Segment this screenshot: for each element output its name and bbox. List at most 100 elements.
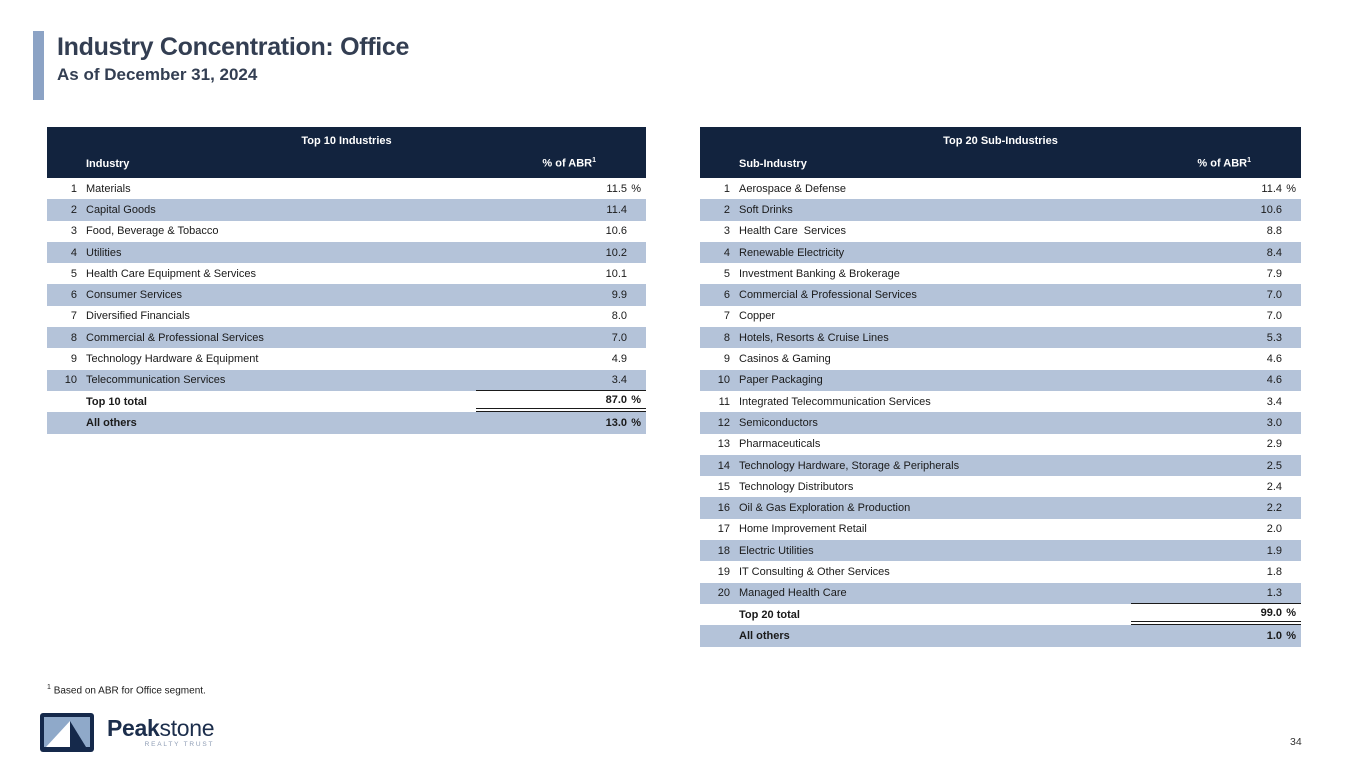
row-value: 99.0% xyxy=(1131,604,1301,626)
row-rank: 11 xyxy=(718,395,730,408)
page-subtitle: As of December 31, 2024 xyxy=(57,65,258,84)
table-row: 14 Technology Hardware, Storage & Periphe… xyxy=(700,454,1301,477)
row-value: 11.4 xyxy=(606,203,627,216)
row-label: Top 10 total xyxy=(86,395,147,408)
row-value: 8.0 xyxy=(611,310,627,323)
row-value: 7.0 xyxy=(1266,289,1282,302)
table-row: 2 Capital Goods 11.4 xyxy=(47,199,646,221)
percent-suffix: % xyxy=(1286,606,1296,619)
row-rank: 2 xyxy=(70,203,77,216)
table-row: All others 1.0% xyxy=(700,625,1301,647)
row-value: 2.0 xyxy=(1266,523,1282,536)
row-value: 3.4 xyxy=(476,370,646,391)
table-row: 9 Technology Hardware & Equipment 4.9 xyxy=(47,348,646,369)
row-value: 7.0 xyxy=(1266,310,1282,323)
table-row: 12 Semiconductors 3.0 xyxy=(700,412,1301,434)
row-label: Semiconductors xyxy=(739,416,818,429)
row-value: 7.9 xyxy=(1266,267,1282,280)
row-rank: 7 xyxy=(70,310,77,323)
row-value: 3.4 xyxy=(1266,395,1282,408)
row-rank: 8 xyxy=(723,331,730,344)
row-label: Consumer Services xyxy=(86,289,182,302)
row-value: 4.6 xyxy=(1266,374,1282,387)
table-row: 8 Commercial & Professional Services 7.0 xyxy=(47,327,646,349)
row-value: 11.4% xyxy=(1261,182,1296,195)
row-rank: 7 xyxy=(723,310,730,323)
row-value: 1.9 xyxy=(1266,544,1282,557)
row-rank: 10 xyxy=(717,374,730,387)
row-rank: 18 xyxy=(717,544,730,557)
row-value: 10.6 xyxy=(605,225,627,238)
row-rank: 4 xyxy=(70,246,77,259)
title-accent-bar xyxy=(33,31,44,100)
row-rank: 20 xyxy=(717,587,730,600)
page-number: 34 xyxy=(1290,736,1302,748)
footnote-marker: 1 xyxy=(47,684,51,691)
table-row: Top 10 total 87.0% xyxy=(47,391,646,413)
row-value: 1.0% xyxy=(1266,629,1296,642)
row-rank: 1 xyxy=(70,182,77,195)
row-label: Aerospace & Defense xyxy=(739,182,847,195)
table-row: 3 Health Care Services 8.8 xyxy=(700,221,1301,242)
top10-industries-table: Top 10 Industries Industry % of ABR1 1 Ma… xyxy=(47,127,646,434)
row-label: Top 20 total xyxy=(739,608,800,621)
row-label: Telecommunication Services xyxy=(86,374,226,387)
row-label: Renewable Electricity xyxy=(739,246,845,259)
row-rank: 2 xyxy=(723,203,730,216)
row-label: Paper Packaging xyxy=(739,374,823,387)
column-headers: Sub-Industry % of ABR1 xyxy=(700,153,1301,178)
row-value: 4.9 xyxy=(611,353,627,366)
table-row: 3 Food, Beverage & Tobacco 10.6 xyxy=(47,221,646,242)
table-row: 5 Investment Banking & Brokerage 7.9 xyxy=(700,263,1301,284)
row-label: Health Care Services xyxy=(739,225,846,238)
row-value: 1.3 xyxy=(1131,583,1301,604)
logo-wordmark: Peakstone xyxy=(107,715,215,741)
row-value: 7.0 xyxy=(611,331,627,344)
row-rank: 12 xyxy=(717,416,730,429)
row-rank: 3 xyxy=(723,225,730,238)
logo-tagline: REALTY TRUST xyxy=(144,741,215,748)
footnote-text: Based on ABR for Office segment. xyxy=(53,685,206,697)
table-row: 4 Utilities 10.2 xyxy=(47,241,646,264)
table-row: Top 20 total 99.0% xyxy=(700,604,1301,626)
footnote: 1 Based on ABR for Office segment. xyxy=(47,684,206,696)
row-label: Utilities xyxy=(86,246,122,259)
row-value: 2.5 xyxy=(1266,459,1282,472)
row-label: All others xyxy=(86,416,137,429)
row-label: IT Consulting & Other Services xyxy=(739,565,890,578)
column-header-industry: Industry xyxy=(86,157,130,170)
table-row: 1 Aerospace & Defense 11.4% xyxy=(700,178,1301,199)
row-rank: 10 xyxy=(64,374,77,387)
peakstone-logo-mark xyxy=(40,713,94,752)
table-row: 8 Hotels, Resorts & Cruise Lines 5.3 xyxy=(700,327,1301,349)
table-row: 6 Commercial & Professional Services 7.0 xyxy=(700,284,1301,306)
footnote-ref: 1 xyxy=(1247,157,1251,165)
table-title: Top 20 Sub-Industries xyxy=(943,135,1058,147)
table-row: 17 Home Improvement Retail 2.0 xyxy=(700,519,1301,540)
table-row: 5 Health Care Equipment & Services 10.1 xyxy=(47,263,646,284)
row-value: 87.0% xyxy=(476,391,646,413)
column-headers: Industry % of ABR1 xyxy=(47,153,646,178)
table-body: 1 Materials 11.5% 2 Capital Goods 11.4 3 Food, … xyxy=(47,178,646,434)
row-value: 2.2 xyxy=(1266,502,1282,515)
table-row: 4 Renewable Electricity 8.4 xyxy=(700,241,1301,264)
percent-suffix: % xyxy=(1286,182,1296,195)
table-header: Top 10 Industries Industry % of ABR1 xyxy=(47,127,646,178)
row-value: 2.9 xyxy=(1266,438,1282,451)
row-value: 10.2 xyxy=(605,246,627,259)
row-rank: 5 xyxy=(723,267,730,280)
percent-suffix: % xyxy=(631,182,641,195)
row-rank: 19 xyxy=(717,565,730,578)
row-label: Health Care Equipment & Services xyxy=(86,267,256,280)
row-label: Pharmaceuticals xyxy=(739,438,821,451)
row-value: 13.0% xyxy=(605,416,641,429)
row-label: Home Improvement Retail xyxy=(739,523,867,536)
row-rank: 6 xyxy=(723,289,730,302)
peakstone-logo: Peakstone REALTY TRUST xyxy=(40,713,215,752)
table-row: 11 Integrated Telecommunication Services 3… xyxy=(700,391,1301,412)
table-row: 6 Consumer Services 9.9 xyxy=(47,284,646,306)
top20-subindustries-table: Top 20 Sub-Industries Sub-Industry % of … xyxy=(700,127,1301,647)
table-row: 16 Oil & Gas Exploration & Production 2.2 xyxy=(700,497,1301,519)
row-rank: 6 xyxy=(70,289,77,302)
row-label: Investment Banking & Brokerage xyxy=(739,267,900,280)
